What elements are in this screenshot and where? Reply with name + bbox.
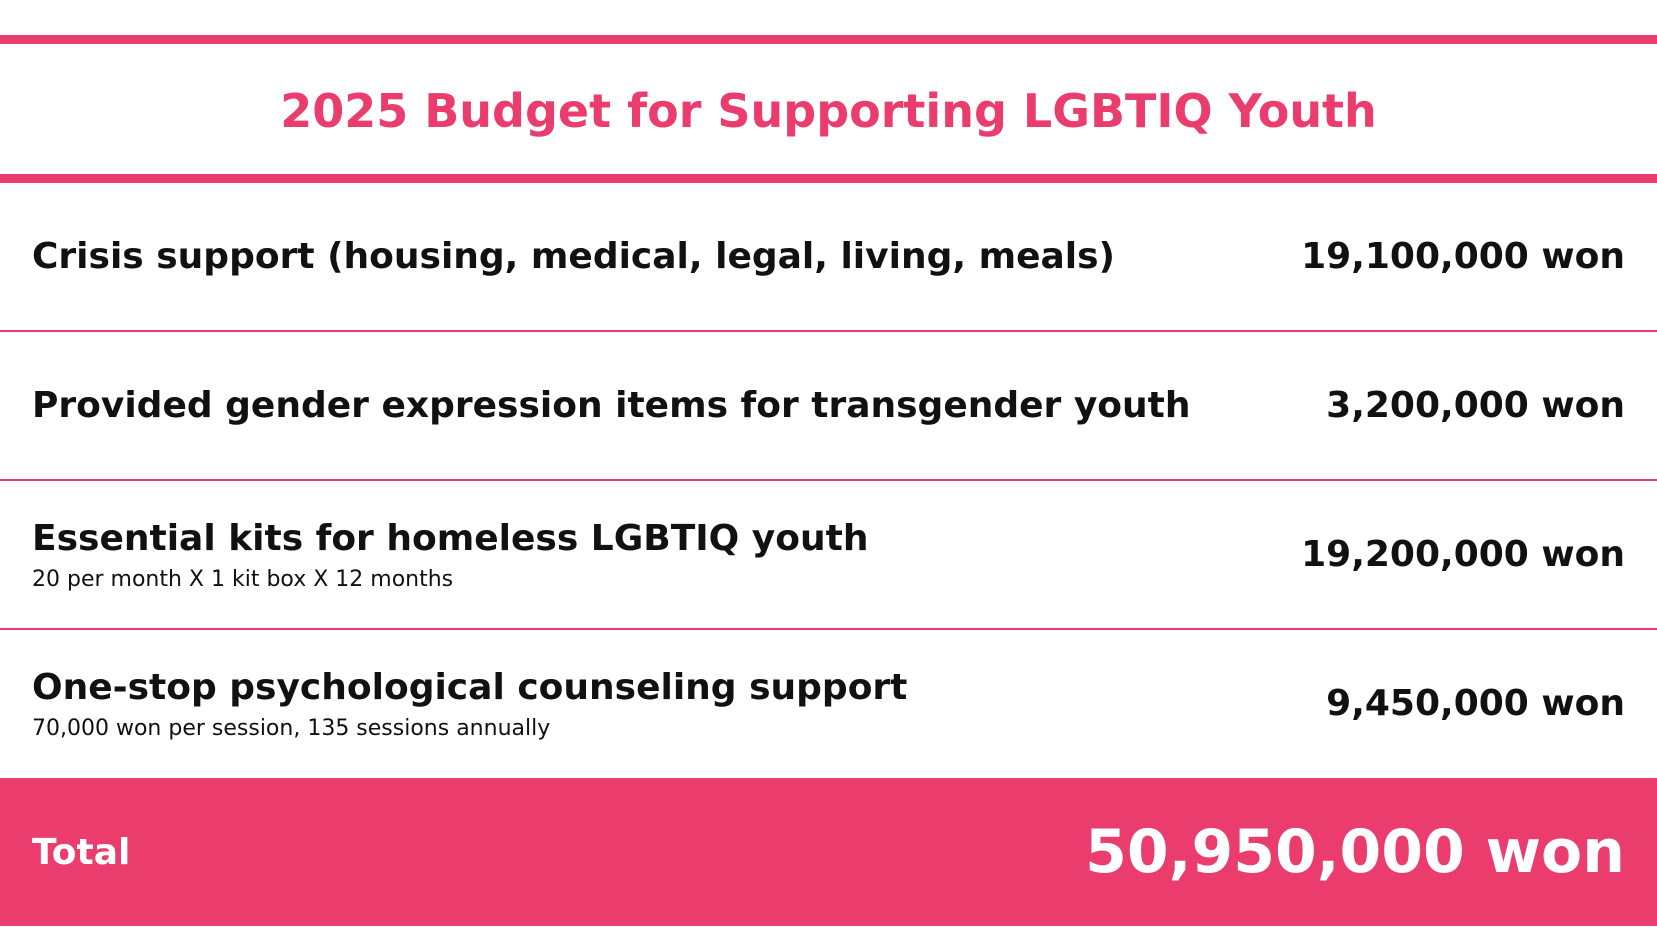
row-text: One-stop psychological counseling suppor… xyxy=(32,667,907,741)
row-text: Crisis support (housing, medical, legal,… xyxy=(32,236,1115,277)
total-row: Total 50,950,000 won xyxy=(0,778,1657,926)
title: 2025 Budget for Supporting LGBTIQ Youth xyxy=(280,84,1377,138)
row-text: Provided gender expression items for tra… xyxy=(32,385,1191,426)
row-amount: 9,450,000 won xyxy=(1326,683,1625,724)
budget-row: Essential kits for homeless LGBTIQ youth… xyxy=(0,481,1657,630)
row-amount: 3,200,000 won xyxy=(1326,385,1625,426)
total-label: Total xyxy=(32,831,131,873)
row-amount: 19,200,000 won xyxy=(1301,534,1625,575)
top-rule xyxy=(0,35,1657,44)
budget-row: Provided gender expression items for tra… xyxy=(0,332,1657,481)
row-label: Provided gender expression items for tra… xyxy=(32,385,1191,426)
budget-row: Crisis support (housing, medical, legal,… xyxy=(0,183,1657,332)
total-amount: 50,950,000 won xyxy=(1085,817,1625,887)
header-rule xyxy=(0,174,1657,183)
row-label: Crisis support (housing, medical, legal,… xyxy=(32,236,1116,277)
row-amount: 19,100,000 won xyxy=(1301,236,1625,277)
row-label: One-stop psychological counseling suppor… xyxy=(32,666,908,708)
row-label: Essential kits for homeless LGBTIQ youth xyxy=(32,517,869,559)
row-note: 70,000 won per session, 135 sessions ann… xyxy=(32,715,551,741)
budget-row: One-stop psychological counseling suppor… xyxy=(0,630,1657,777)
budget-table: Crisis support (housing, medical, legal,… xyxy=(0,183,1657,777)
row-note: 20 per month X 1 kit box X 12 months xyxy=(32,566,454,592)
row-text: Essential kits for homeless LGBTIQ youth… xyxy=(32,518,868,592)
